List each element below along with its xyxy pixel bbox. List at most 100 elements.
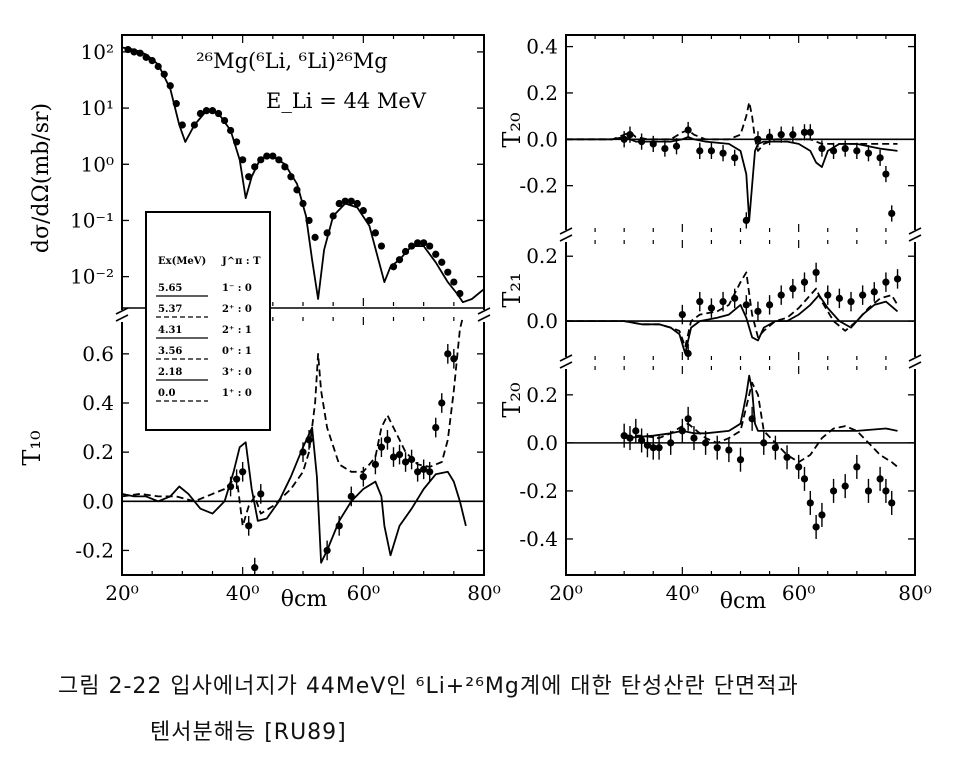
- axis-break-gap: [479, 310, 489, 322]
- legend-header-ex: Ex(MeV): [158, 256, 206, 267]
- data-point: [638, 138, 646, 146]
- y-tick-label: 10¹: [81, 96, 114, 120]
- solid-curve: [122, 46, 484, 304]
- t20-upper-ylabel: T₂₀: [498, 112, 526, 147]
- t21-ylabel: T₂₁: [498, 272, 526, 307]
- axis-break-mark: [559, 361, 573, 369]
- t10-panel: 0.6 0.4 0.2 0.0 -0.2 20⁰ 40⁰ 60⁰ 80⁰: [75, 317, 501, 605]
- data-point: [841, 482, 849, 490]
- dashed-curve: [624, 381, 899, 468]
- data-point: [395, 451, 404, 459]
- y-tick-label: -0.2: [75, 538, 114, 562]
- data-point: [257, 156, 265, 164]
- data-point: [661, 144, 669, 153]
- data-point: [789, 131, 797, 139]
- data-point: [806, 128, 814, 136]
- data-point: [818, 511, 826, 519]
- y-tick-label: 0.4: [82, 391, 114, 415]
- data-point: [323, 229, 331, 237]
- axis-break-mark: [477, 314, 491, 322]
- data-point: [620, 432, 628, 440]
- data-point: [882, 278, 890, 286]
- legend-jpi-value: 1⁺ : 0: [222, 388, 252, 399]
- data-point: [196, 109, 205, 118]
- axis-break-mark: [908, 234, 922, 242]
- data-point: [251, 163, 259, 171]
- data-point: [305, 216, 313, 225]
- data-point: [806, 499, 814, 507]
- axis-break-mark: [908, 354, 922, 362]
- data-point: [341, 197, 349, 205]
- legend-ex-value: 2.18: [158, 367, 182, 378]
- data-point: [124, 45, 132, 54]
- data-point: [269, 152, 277, 160]
- data-point: [444, 268, 452, 276]
- data-point: [620, 135, 628, 143]
- data-point: [371, 460, 379, 469]
- dashed-curve: [566, 271, 899, 348]
- x-tick-label: 80⁰: [467, 581, 500, 605]
- solid-curve: [624, 374, 898, 439]
- data-point: [233, 475, 241, 483]
- y-tick-label: 0.6: [82, 342, 114, 366]
- x-tick-label: 60⁰: [347, 581, 380, 605]
- data-point: [649, 140, 657, 148]
- data-point: [281, 163, 289, 171]
- data-point: [335, 199, 343, 208]
- data-point: [672, 142, 681, 150]
- data-point: [371, 229, 379, 237]
- y-tick-label: 10⁻²: [70, 265, 114, 289]
- x-tick-label: 60⁰: [782, 581, 815, 605]
- figure: 10² 10¹ 10⁰ 10⁻¹ 10⁻² 0.6 0.4 0.2 0.0 -0.2 20⁰ 40⁰…: [18, 34, 932, 614]
- data-point: [783, 453, 791, 461]
- data-point: [257, 490, 265, 498]
- y-tick-label: 10⁰: [81, 152, 114, 176]
- data-point: [707, 304, 716, 312]
- data-point: [408, 242, 416, 250]
- y-tick-label: 0.0: [526, 431, 558, 455]
- series-group: [122, 317, 467, 575]
- x-tick-label: 20⁰: [549, 581, 582, 605]
- data-point: [347, 492, 355, 500]
- series-group: [620, 374, 899, 539]
- data-point: [853, 463, 861, 471]
- legend-ex-value: 4.31: [158, 325, 182, 336]
- data-point: [870, 288, 878, 296]
- data-point: [725, 446, 733, 454]
- data-point: [389, 263, 398, 271]
- data-point: [719, 298, 727, 306]
- data-point: [864, 487, 873, 495]
- data-point: [702, 439, 710, 447]
- t21-panel: 0.2 0.0: [526, 240, 916, 360]
- data-point: [426, 242, 434, 250]
- data-point: [426, 468, 434, 476]
- data-point: [888, 499, 896, 507]
- data-point: [450, 355, 458, 363]
- data-point: [432, 423, 440, 432]
- y-tick-label: -0.2: [519, 174, 558, 198]
- reaction-title: ²⁶Mg(⁶Li, ⁶Li)²⁶Mg: [196, 49, 387, 73]
- data-point: [765, 133, 774, 141]
- data-point: [160, 70, 168, 78]
- data-point: [847, 298, 855, 306]
- data-point: [239, 156, 247, 164]
- data-point: [227, 482, 235, 491]
- data-point: [876, 154, 884, 162]
- left-frame: [121, 34, 485, 576]
- data-point: [760, 439, 768, 447]
- data-point: [377, 242, 386, 250]
- data-point: [876, 475, 884, 483]
- legend-ex-value: 5.37: [158, 304, 182, 315]
- data-point: [812, 268, 820, 277]
- data-point: [383, 436, 392, 444]
- data-point: [438, 258, 446, 266]
- data-point: [882, 487, 890, 495]
- legend-jpi-value: 0⁺ : 1: [222, 346, 252, 357]
- data-point: [420, 465, 428, 473]
- t20-lower-xlabel: θcm: [720, 589, 767, 614]
- axis-break-mark: [115, 314, 129, 322]
- data-point: [859, 291, 867, 299]
- data-point: [227, 126, 235, 135]
- data-point: [719, 149, 727, 157]
- legend-jpi-value: 1⁻ : 0: [222, 283, 252, 294]
